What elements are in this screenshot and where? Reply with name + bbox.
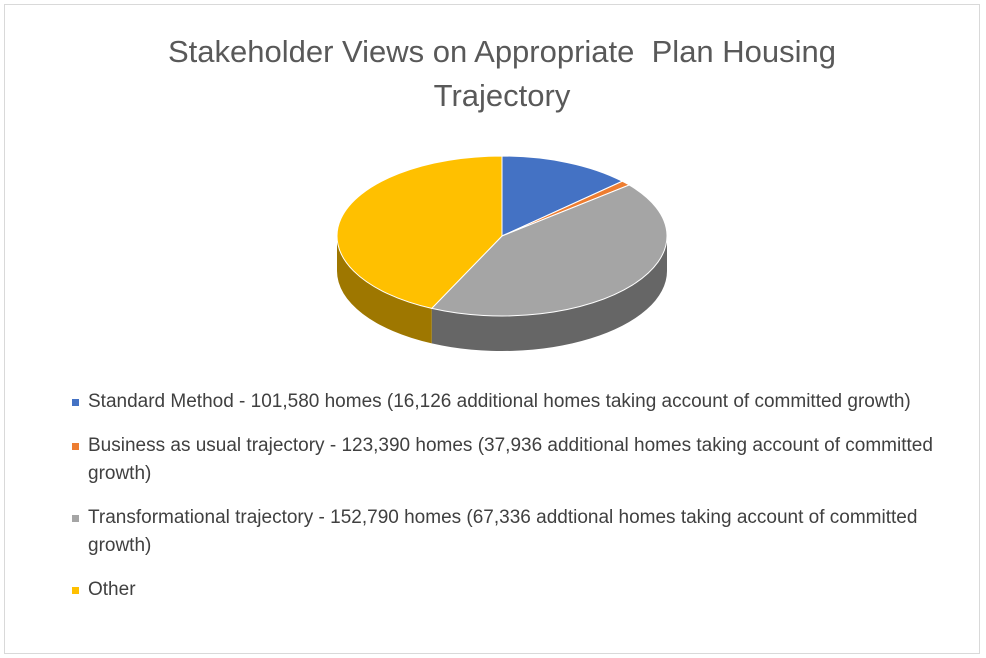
chart-frame <box>4 4 980 654</box>
legend-swatch <box>72 399 79 406</box>
pie-chart <box>336 155 668 352</box>
legend-item: Business as usual trajectory - 123,390 h… <box>66 432 946 488</box>
pie-slice <box>501 155 624 237</box>
chart-title: Stakeholder Views on Appropriate Plan Ho… <box>167 34 845 113</box>
legend-swatch <box>72 587 79 594</box>
slice-side <box>431 236 667 352</box>
legend-swatch <box>72 515 79 522</box>
legend-label: Other <box>88 579 136 600</box>
pie-slice <box>430 184 668 317</box>
slice-side <box>337 236 432 344</box>
legend-swatch <box>72 443 79 450</box>
pie-slice <box>336 155 503 309</box>
legend-label: Standard Method - 101,580 homes (16,126 … <box>88 391 911 412</box>
legend-item: Standard Method - 101,580 homes (16,126 … <box>66 388 946 416</box>
legend-item: Transformational trajectory - 152,790 ho… <box>66 504 946 560</box>
legend-label: Transformational trajectory - 152,790 ho… <box>88 507 918 556</box>
legend: Standard Method - 101,580 homes (16,126 … <box>66 388 946 620</box>
legend-item: Other <box>66 576 946 604</box>
legend-label: Business as usual trajectory - 123,390 h… <box>88 435 933 484</box>
